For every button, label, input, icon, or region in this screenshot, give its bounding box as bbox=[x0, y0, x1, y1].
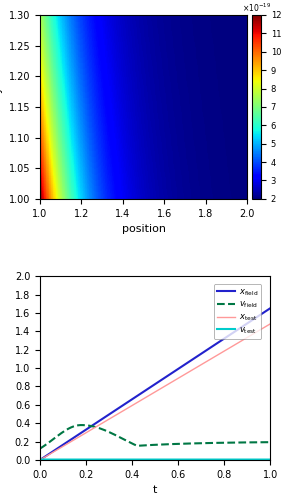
$v_{\mathrm{test}}$ bbox=[38, 457, 42, 463]
Legend: $x_{\mathrm{field}}$, $v_{\mathrm{field}}$, $x_{\mathrm{test}}$, $v_{\mathrm{tes: $x_{\mathrm{field}}$, $v_{\mathrm{field}… bbox=[214, 284, 261, 339]
$x_{\mathrm{test}}$ bbox=[38, 457, 42, 463]
$x_{\mathrm{field}}$ bbox=[196, 353, 200, 359]
$x_{\mathrm{field}}$ bbox=[268, 306, 272, 312]
Line: $v_{\mathrm{field}}$: $v_{\mathrm{field}}$ bbox=[40, 425, 270, 448]
$v_{\mathrm{field}}$ bbox=[268, 439, 272, 445]
$x_{\mathrm{field}}$ bbox=[38, 457, 42, 463]
$v_{\mathrm{test}}$ bbox=[222, 456, 226, 462]
$x_{\mathrm{field}}$ bbox=[139, 390, 143, 396]
$v_{\mathrm{test}}$ bbox=[268, 456, 272, 462]
$v_{\mathrm{field}}$ bbox=[218, 440, 222, 446]
$v_{\mathrm{field}}$ bbox=[140, 442, 143, 448]
Title: $\times 10^{-19}$: $\times 10^{-19}$ bbox=[242, 2, 271, 14]
Line: $x_{\mathrm{test}}$: $x_{\mathrm{test}}$ bbox=[40, 324, 270, 460]
$x_{\mathrm{test}}$ bbox=[139, 397, 143, 403]
X-axis label: t: t bbox=[153, 486, 157, 496]
$v_{\mathrm{test}}$ bbox=[218, 456, 222, 462]
$v_{\mathrm{test}}$ bbox=[131, 456, 135, 462]
$x_{\mathrm{field}}$ bbox=[218, 338, 221, 344]
Y-axis label: velocity: velocity bbox=[0, 85, 3, 129]
$x_{\mathrm{test}}$ bbox=[196, 364, 200, 370]
$x_{\mathrm{field}}$ bbox=[131, 396, 135, 402]
$x_{\mathrm{test}}$ bbox=[131, 402, 135, 408]
$v_{\mathrm{field}}$ bbox=[196, 440, 200, 446]
$v_{\mathrm{test}}$ bbox=[62, 456, 65, 462]
$x_{\mathrm{test}}$ bbox=[222, 348, 225, 354]
$v_{\mathrm{test}}$ bbox=[196, 456, 200, 462]
$v_{\mathrm{field}}$ bbox=[62, 428, 65, 434]
Line: $x_{\mathrm{field}}$: $x_{\mathrm{field}}$ bbox=[40, 308, 270, 460]
X-axis label: position: position bbox=[122, 224, 165, 234]
$v_{\mathrm{field}}$ bbox=[80, 422, 83, 428]
$x_{\mathrm{test}}$ bbox=[268, 321, 272, 327]
$x_{\mathrm{field}}$ bbox=[62, 442, 65, 448]
$v_{\mathrm{field}}$ bbox=[222, 440, 226, 446]
$v_{\mathrm{field}}$ bbox=[38, 446, 42, 452]
$v_{\mathrm{test}}$ bbox=[38, 456, 42, 462]
$x_{\mathrm{test}}$ bbox=[218, 351, 221, 357]
$x_{\mathrm{test}}$ bbox=[62, 443, 65, 449]
$v_{\mathrm{field}}$ bbox=[131, 441, 135, 447]
$v_{\mathrm{test}}$ bbox=[140, 456, 143, 462]
$x_{\mathrm{field}}$ bbox=[222, 336, 225, 342]
